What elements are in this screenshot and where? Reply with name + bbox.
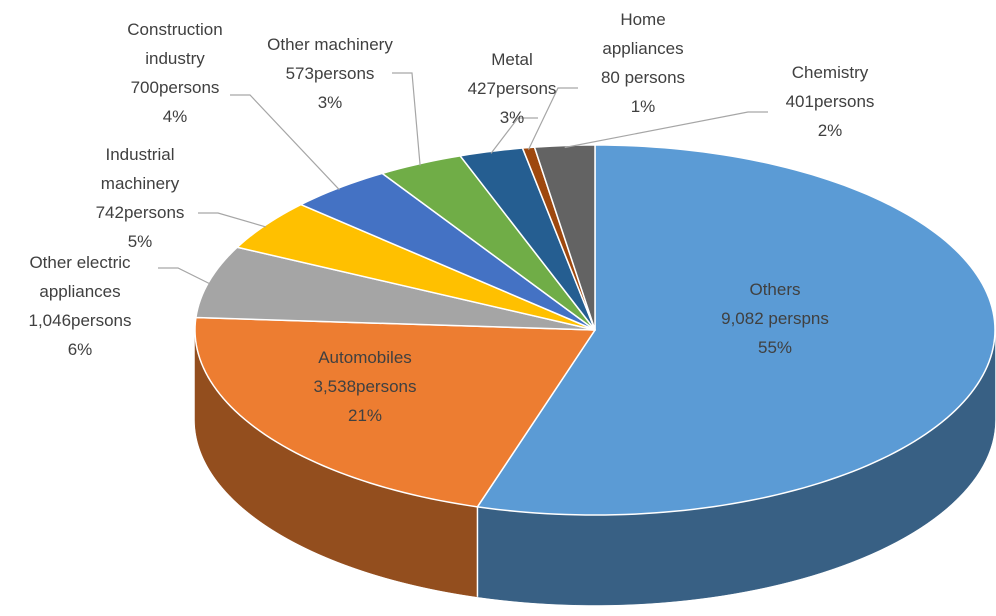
label-name: Industrial machinery	[100, 145, 180, 193]
label-name: Other electric appliances	[29, 253, 131, 301]
slice	[236, 203, 596, 331]
data-label: Others 9,082 perspns 55%	[675, 275, 875, 362]
leader-line	[564, 111, 768, 149]
data-label: Chemistry 401persons 2%	[770, 58, 890, 145]
pie-tops	[194, 144, 996, 516]
label-percent: 55%	[757, 338, 793, 357]
slice	[533, 144, 596, 331]
slice	[195, 246, 596, 331]
data-label: Other electric appliances 1,046persons 6%	[5, 248, 155, 364]
label-value: 573persons	[285, 64, 375, 83]
data-label: Industrial machinery 742persons 5%	[85, 140, 195, 256]
label-value: 1,046persons	[28, 311, 132, 330]
label-percent: 2%	[817, 121, 843, 140]
label-name: Automobiles	[318, 348, 412, 367]
label-value: 427persons	[467, 79, 557, 98]
label-value: 3,538persons	[313, 377, 417, 396]
slice	[194, 316, 596, 508]
label-value: 700persons	[130, 78, 220, 97]
label-name: Other machinery	[267, 35, 393, 54]
leader-line	[158, 267, 210, 284]
label-name: Home appliances	[602, 10, 684, 58]
leader-line	[198, 212, 266, 228]
data-label: Construction industry 700persons 4%	[110, 15, 240, 131]
slice	[459, 147, 596, 331]
label-value: 401persons	[785, 92, 875, 111]
label-name: Chemistry	[791, 63, 869, 82]
data-label: Home appliances 80 persons 1%	[593, 5, 693, 121]
slice	[300, 172, 596, 331]
label-value: 742persons	[95, 203, 185, 222]
label-name: Metal	[491, 50, 533, 69]
leader-line	[392, 72, 421, 166]
label-percent: 3%	[317, 93, 343, 112]
label-name: Construction industry	[127, 20, 223, 68]
data-label: Other machinery 573persons 3%	[245, 30, 415, 117]
data-label: Automobiles 3,538persons 21%	[265, 343, 465, 430]
label-percent: 3%	[499, 108, 525, 127]
label-name: Others	[749, 280, 801, 299]
slice	[476, 144, 996, 516]
label-percent: 21%	[347, 406, 383, 425]
leader-line	[490, 117, 538, 154]
label-percent: 4%	[162, 107, 188, 126]
label-percent: 6%	[67, 340, 93, 359]
data-label: Metal 427persons 3%	[462, 45, 562, 132]
label-value: 9,082 perspns	[721, 309, 829, 328]
leader-line	[230, 94, 340, 191]
leader-line	[527, 87, 578, 150]
label-percent: 5%	[127, 232, 153, 251]
label-value: 80 persons	[600, 68, 686, 87]
label-percent: 1%	[630, 97, 656, 116]
